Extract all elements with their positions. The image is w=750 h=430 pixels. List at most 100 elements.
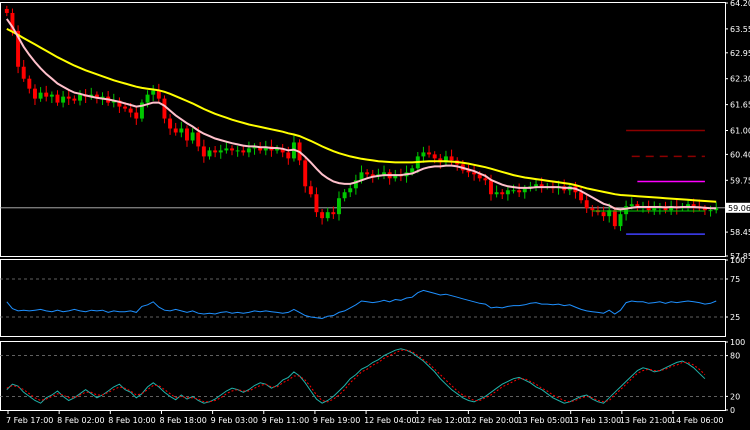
candle-bear bbox=[44, 92, 49, 97]
candle-bull bbox=[669, 206, 674, 211]
candle-bear bbox=[612, 210, 617, 227]
stoch-tick-label: 80 bbox=[730, 352, 740, 361]
candle-bear bbox=[449, 156, 454, 161]
candle-bear bbox=[162, 98, 167, 119]
candle-bear bbox=[32, 88, 37, 99]
candle-bear bbox=[590, 208, 595, 211]
time-tick-label: 12 Feb 20:00 bbox=[466, 416, 518, 425]
pane-frame-1 bbox=[0, 2, 726, 257]
candle-bear bbox=[584, 200, 589, 209]
candle-bear bbox=[427, 152, 432, 155]
price-tick-label: 61.00 bbox=[730, 126, 750, 135]
time-tick-label: 12 Feb 12:00 bbox=[415, 416, 467, 425]
candle-bull bbox=[618, 214, 623, 227]
candle-bear bbox=[314, 194, 319, 213]
candle-bear bbox=[168, 118, 173, 129]
candle-bull bbox=[218, 150, 223, 153]
candle-bear bbox=[241, 150, 246, 153]
candle-bear bbox=[4, 8, 9, 13]
candle-bull bbox=[139, 102, 144, 119]
candle-bear bbox=[702, 208, 707, 211]
time-tick-label: 13 Feb 13:00 bbox=[569, 416, 621, 425]
candle-bull bbox=[708, 210, 713, 212]
candle-bull bbox=[607, 210, 612, 217]
price-tick-label: 58.45 bbox=[730, 228, 750, 237]
rsi-tick-label: 75 bbox=[730, 275, 740, 284]
price-tick-label: 62.95 bbox=[730, 49, 750, 58]
candle-bear bbox=[303, 160, 308, 187]
candle-bull bbox=[624, 206, 629, 215]
candle-bear bbox=[27, 78, 32, 89]
stoch-signal-line bbox=[6, 349, 706, 403]
candle-bear bbox=[123, 106, 128, 109]
price-tick-label: 59.75 bbox=[730, 176, 750, 185]
time-tick-label: 7 Feb 17:00 bbox=[6, 416, 53, 425]
candle-bear bbox=[489, 180, 493, 195]
candle-bear bbox=[539, 184, 544, 187]
candle-bear bbox=[196, 132, 201, 147]
time-tick-label: 8 Feb 18:00 bbox=[159, 416, 206, 425]
candle-bull bbox=[263, 146, 268, 151]
candle-bull bbox=[421, 152, 426, 157]
candle-bear bbox=[94, 94, 99, 99]
candle-bear bbox=[646, 206, 651, 211]
candle-bear bbox=[365, 172, 370, 175]
candle-bull bbox=[145, 94, 150, 103]
price-tick-label: 63.55 bbox=[730, 25, 750, 34]
candle-bull bbox=[505, 190, 510, 195]
candle-bull bbox=[686, 204, 691, 207]
candle-bear bbox=[286, 152, 291, 159]
candle-bear bbox=[517, 190, 522, 193]
candle-bear bbox=[173, 128, 178, 133]
pane-frame-3 bbox=[0, 341, 726, 411]
rsi-tick-label: 100 bbox=[730, 256, 745, 265]
candle-bull bbox=[348, 188, 353, 193]
candle-bear bbox=[230, 148, 234, 151]
time-axis: 7 Feb 17:00 8 Feb 02:00 8 Feb 10:00 8 Feb 1… bbox=[6, 411, 723, 425]
candle-bull bbox=[522, 188, 527, 193]
candle-bear bbox=[117, 100, 122, 107]
price-tick-label: 62.30 bbox=[730, 75, 750, 84]
candle-bear bbox=[691, 204, 696, 207]
candle-bull bbox=[353, 180, 358, 189]
time-tick-label: 13 Feb 05:00 bbox=[518, 416, 570, 425]
candle-bull bbox=[61, 96, 66, 103]
candle-bear bbox=[370, 174, 375, 177]
candle-bull bbox=[235, 150, 240, 152]
price-tick-label: 64.20 bbox=[730, 0, 750, 8]
candle-bear bbox=[500, 192, 505, 195]
candle-bull bbox=[179, 128, 184, 133]
rsi-pane: 100 75 25 bbox=[0, 256, 745, 322]
candle-bull bbox=[78, 94, 82, 101]
candle-bear bbox=[320, 212, 325, 219]
candle-bull bbox=[652, 208, 657, 211]
candle-bear bbox=[213, 150, 218, 153]
price-tick-label: 60.40 bbox=[730, 150, 750, 159]
candle-bear bbox=[331, 212, 336, 215]
candle-bear bbox=[579, 192, 584, 201]
candle-bull bbox=[534, 184, 538, 187]
candle-bull bbox=[275, 148, 280, 151]
current-price-tag bbox=[726, 202, 750, 213]
candles bbox=[4, 5, 719, 231]
candle-bull bbox=[629, 204, 634, 207]
candle-bear bbox=[72, 98, 77, 101]
candle-bull bbox=[393, 174, 398, 179]
stoch-tick-label: 20 bbox=[730, 392, 740, 401]
price-pane: 64.20 63.55 62.95 62.30 61.65 61.00 60.40 59.75… bbox=[0, 0, 750, 261]
current-price-tag-label: 59.06 bbox=[728, 204, 750, 213]
candle-bull bbox=[511, 190, 516, 192]
candle-bear bbox=[483, 178, 488, 181]
candle-bull bbox=[246, 148, 251, 153]
candle-bull bbox=[359, 172, 364, 181]
stoch-tick-label: 100 bbox=[730, 338, 745, 347]
candle-bull bbox=[337, 198, 341, 215]
time-tick-label: 12 Feb 04:00 bbox=[364, 416, 416, 425]
candle-bear bbox=[66, 96, 71, 99]
candle-bear bbox=[308, 186, 313, 195]
price-tick-label: 57.85 bbox=[730, 252, 750, 261]
candle-bear bbox=[156, 90, 161, 99]
candle-bull bbox=[38, 92, 43, 99]
candle-bear bbox=[21, 66, 26, 79]
